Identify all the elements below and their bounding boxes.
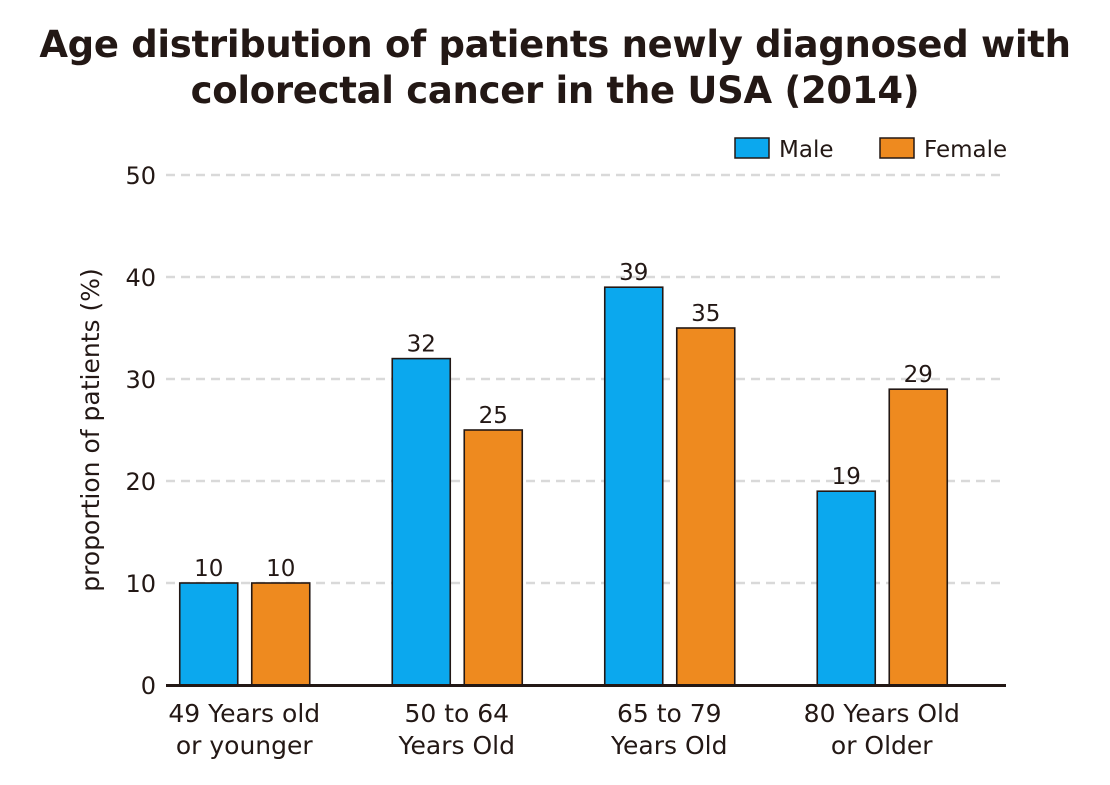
x-tick-label-1-line-2: Years Old [398, 731, 515, 760]
bar-male-1 [391, 357, 452, 686]
legend-label-female: Female [924, 137, 1007, 163]
data-label-male-1: 32 [407, 332, 436, 358]
y-tick-label-10: 10 [125, 570, 156, 598]
data-label-female-0: 10 [266, 556, 295, 582]
x-axis-tick-labels: 49 Years old or younger 50 to 64 Years Old 6… [168, 699, 959, 760]
legend: Male Female [734, 137, 1007, 163]
y-tick-label-0: 0 [141, 672, 156, 700]
data-label-female-2: 35 [691, 301, 720, 327]
x-tick-label-3-line-1: 80 Years Old [804, 699, 960, 728]
chart-title-line-2: colorectal cancer in the USA (2014) [190, 69, 920, 112]
bar-female-3 [888, 388, 949, 686]
x-tick-label-1-line-1: 50 to 64 [404, 699, 509, 728]
bar-male-2 [603, 286, 664, 686]
x-tick-label-0-line-2: or younger [176, 731, 314, 760]
bar-male-0 [178, 582, 239, 686]
data-label-male-2: 39 [619, 260, 648, 286]
data-label-male-3: 19 [832, 464, 861, 490]
x-tick-label-3-line-2: or Older [831, 731, 933, 760]
data-label-female-3: 29 [904, 362, 933, 388]
gridlines [166, 173, 1006, 585]
y-axis-label: proportion of patients (%) [76, 268, 105, 591]
legend-label-male: Male [779, 137, 833, 163]
data-label-female-1: 25 [479, 403, 508, 429]
y-axis-ticks: 0 10 20 30 40 50 [125, 162, 156, 700]
bar-female-2 [675, 327, 736, 686]
bar-female-0 [250, 582, 311, 686]
y-tick-label-50: 50 [125, 162, 156, 190]
data-label-male-0: 10 [194, 556, 223, 582]
legend-swatch-female [879, 137, 915, 159]
bar-female-1 [463, 429, 524, 686]
x-tick-label-0-line-1: 49 Years old [168, 699, 320, 728]
legend-swatch-male [734, 137, 770, 159]
bar-male-3 [816, 490, 877, 686]
y-tick-label-30: 30 [125, 366, 156, 394]
x-tick-label-2-line-1: 65 to 79 [617, 699, 722, 728]
x-tick-label-2-line-2: Years Old [610, 731, 727, 760]
chart-title: Age distribution of patients newly diagn… [0, 22, 1110, 114]
y-tick-label-40: 40 [125, 264, 156, 292]
y-tick-label-20: 20 [125, 468, 156, 496]
bars: 10 10 32 25 39 35 19 29 [178, 260, 949, 686]
chart-title-line-1: Age distribution of patients newly diagn… [39, 23, 1071, 66]
